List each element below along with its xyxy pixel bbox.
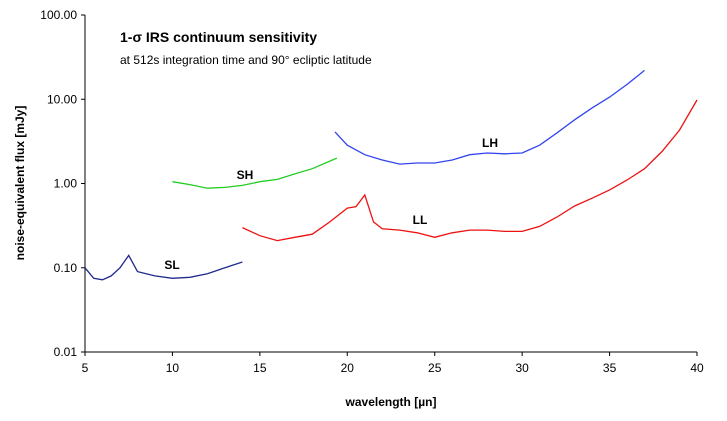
- x-tick-label: 35: [603, 361, 617, 375]
- x-tick-label: 5: [82, 361, 89, 375]
- x-tick-label: 20: [341, 361, 355, 375]
- y-tick-label: 1.00: [54, 177, 78, 191]
- x-tick-label: 10: [166, 361, 180, 375]
- chart-title: 1-σ IRS continuum sensitivity: [120, 29, 317, 45]
- y-tick-label: 0.01: [54, 345, 78, 359]
- x-tick-label: 30: [515, 361, 529, 375]
- y-tick-label: 10.00: [47, 92, 77, 106]
- series-name: SL: [164, 258, 179, 272]
- x-tick-label: 15: [253, 361, 267, 375]
- series-line: [172, 157, 338, 189]
- series-line: [242, 99, 698, 242]
- series-line: [334, 69, 645, 165]
- y-tick-label: 100.00: [40, 8, 77, 22]
- series-name: SH: [237, 168, 254, 182]
- series-line: [84, 254, 243, 281]
- y-tick-label: 0.10: [54, 261, 78, 275]
- x-axis-title: wavelength [µn]: [345, 395, 437, 409]
- series-name: LL: [413, 213, 428, 227]
- series-name: LH: [482, 136, 498, 150]
- y-axis-title: noise-equivalent flux [mJy]: [13, 106, 27, 261]
- x-tick-label: 40: [690, 361, 704, 375]
- chart-subtitle: at 512s integration time and 90° eclipti…: [120, 53, 372, 67]
- x-tick-label: 25: [428, 361, 442, 375]
